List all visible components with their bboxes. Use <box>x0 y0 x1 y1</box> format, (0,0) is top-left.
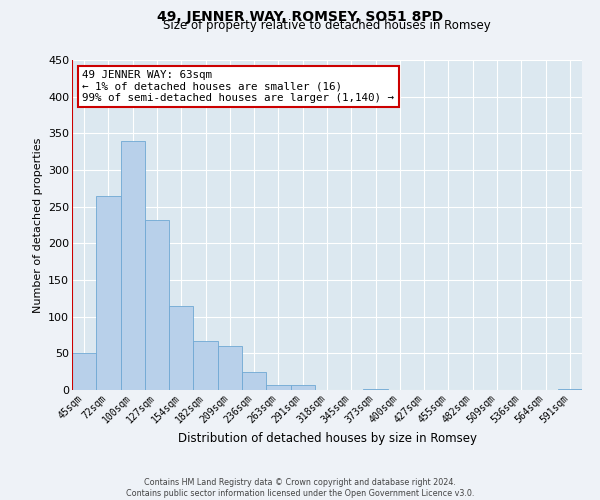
Bar <box>169 306 193 390</box>
Bar <box>266 385 290 390</box>
Bar <box>558 388 582 390</box>
Bar <box>290 385 315 390</box>
Bar <box>145 220 169 390</box>
Bar <box>96 196 121 390</box>
Bar <box>193 341 218 390</box>
Title: Size of property relative to detached houses in Romsey: Size of property relative to detached ho… <box>163 20 491 32</box>
Bar <box>72 354 96 390</box>
Text: 49, JENNER WAY, ROMSEY, SO51 8PD: 49, JENNER WAY, ROMSEY, SO51 8PD <box>157 10 443 24</box>
Bar <box>364 388 388 390</box>
X-axis label: Distribution of detached houses by size in Romsey: Distribution of detached houses by size … <box>178 432 476 444</box>
Y-axis label: Number of detached properties: Number of detached properties <box>32 138 43 312</box>
Text: Contains HM Land Registry data © Crown copyright and database right 2024.
Contai: Contains HM Land Registry data © Crown c… <box>126 478 474 498</box>
Bar <box>242 372 266 390</box>
Bar <box>218 346 242 390</box>
Bar <box>121 140 145 390</box>
Text: 49 JENNER WAY: 63sqm
← 1% of detached houses are smaller (16)
99% of semi-detach: 49 JENNER WAY: 63sqm ← 1% of detached ho… <box>82 70 394 103</box>
